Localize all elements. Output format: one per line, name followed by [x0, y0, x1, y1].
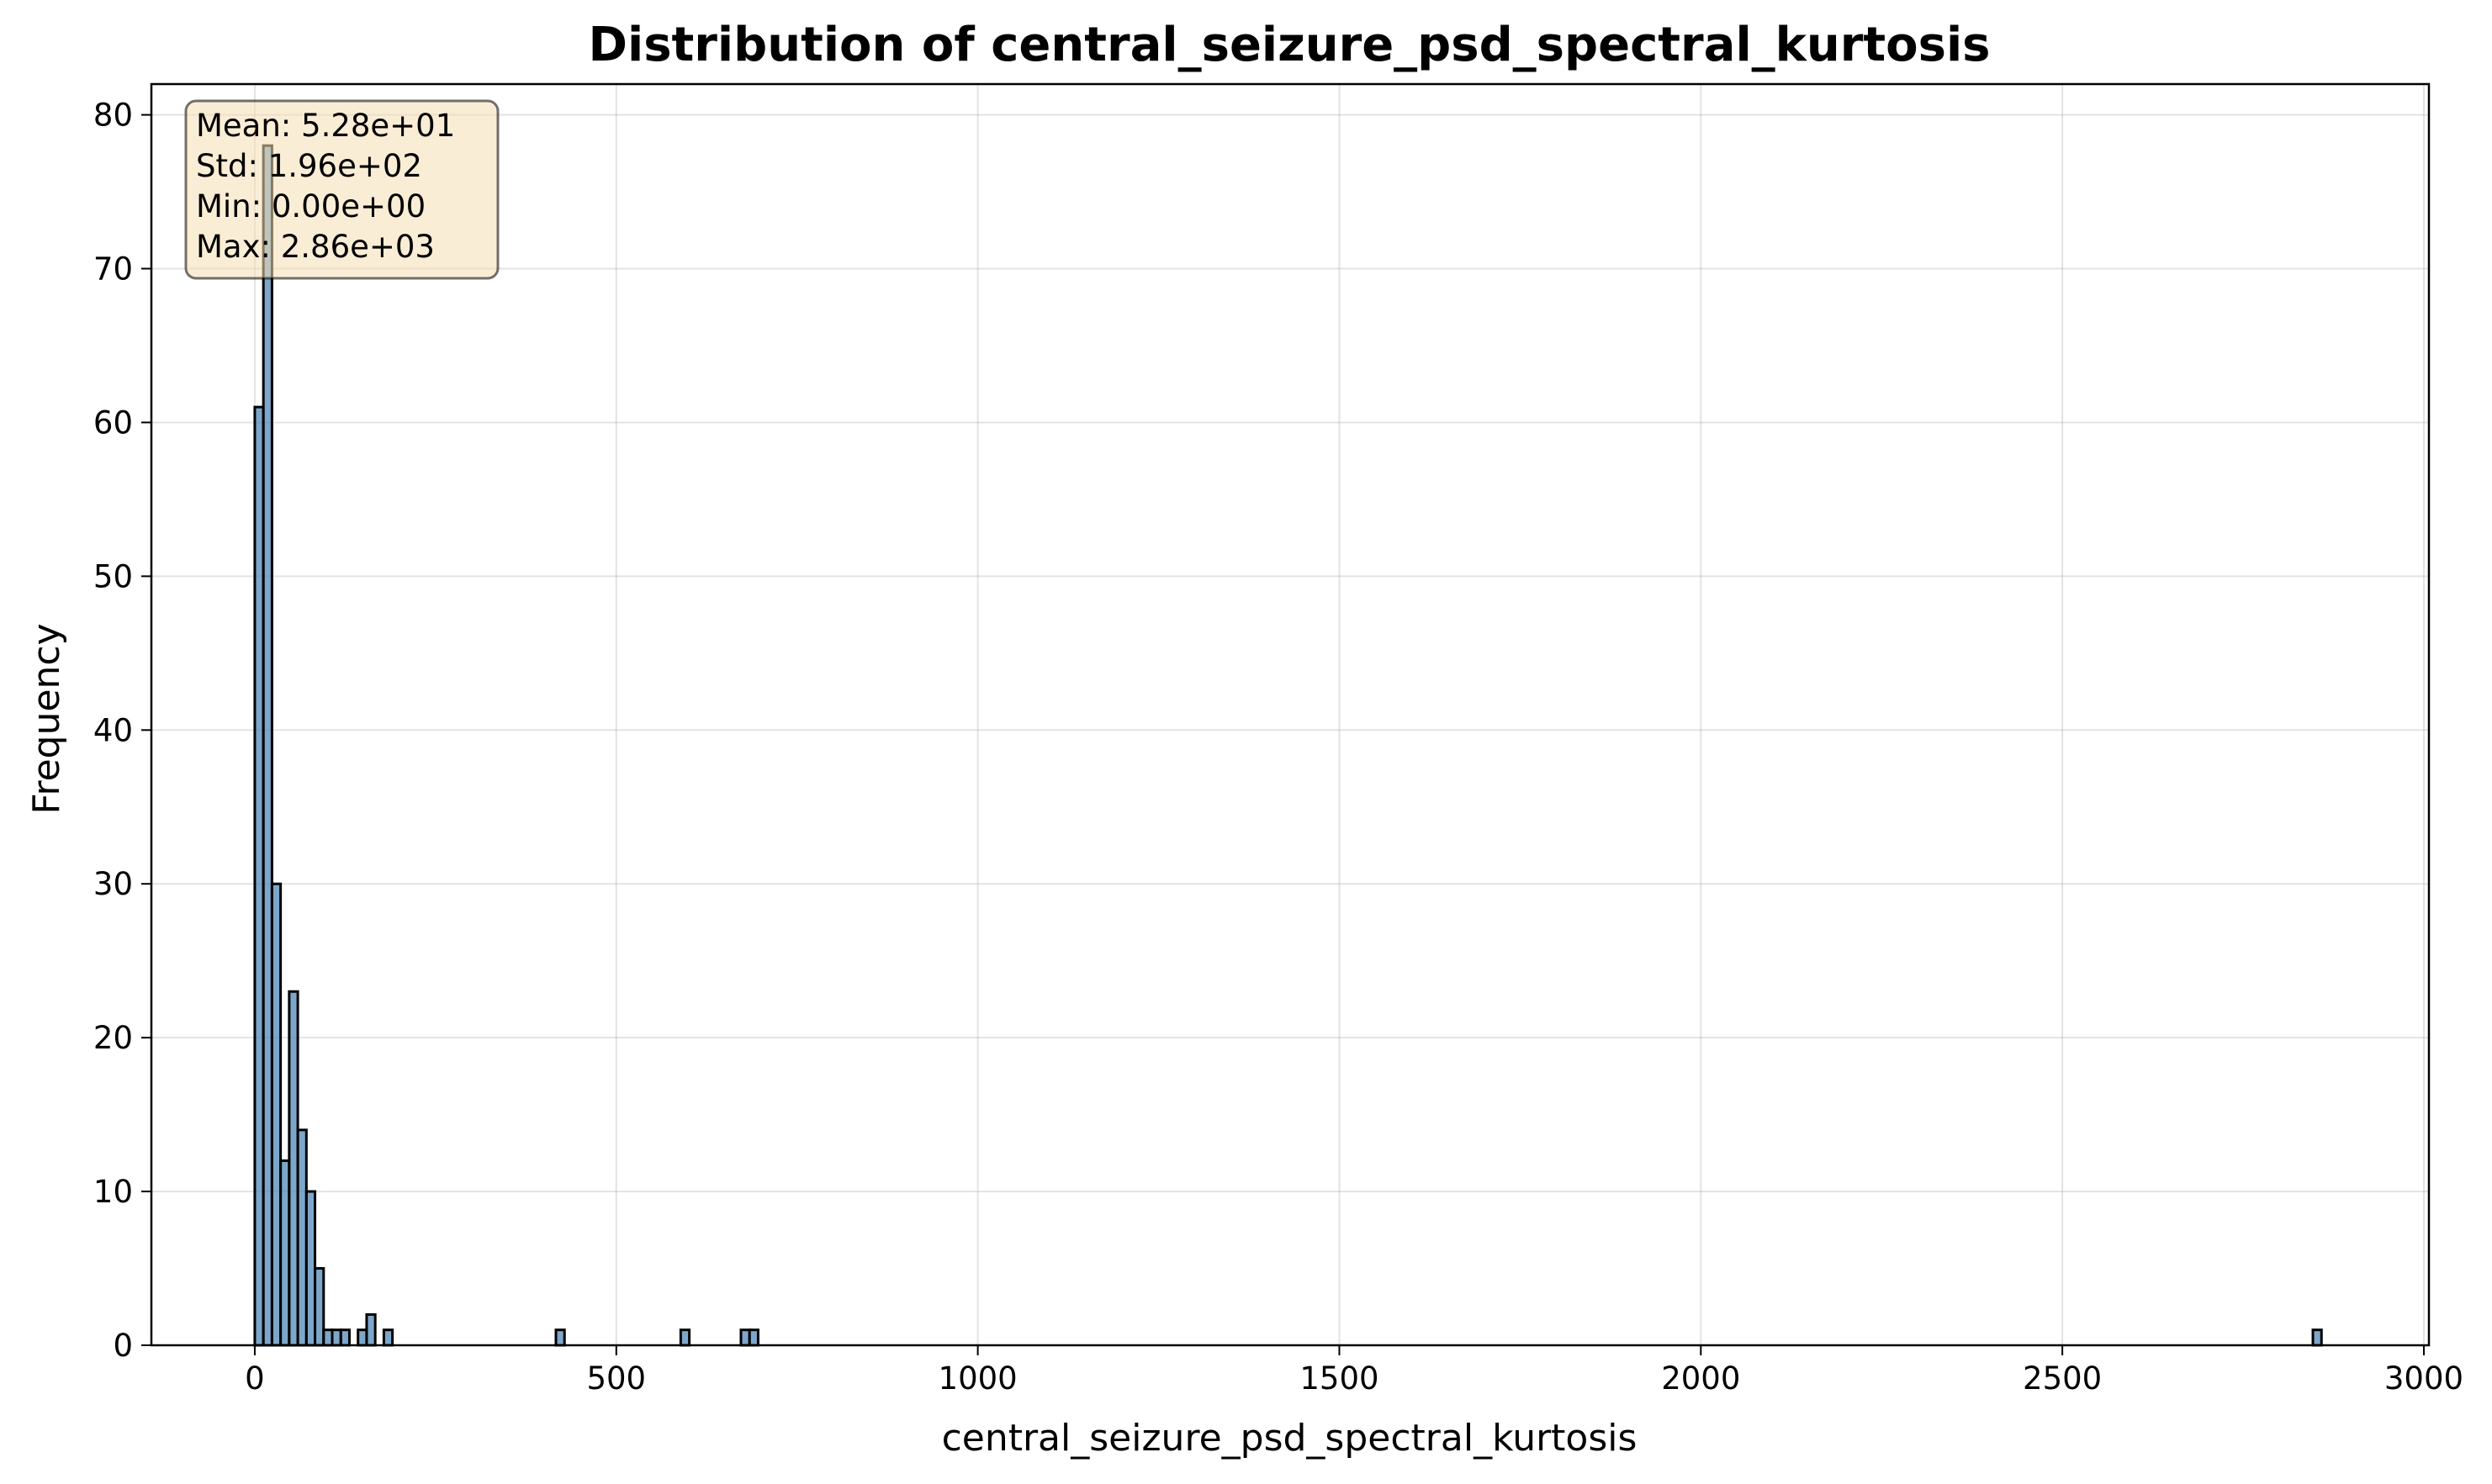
- histogram-bar: [270, 882, 283, 1347]
- histogram-bar: [253, 405, 265, 1347]
- stats-max: Max: 2.86e+03: [196, 229, 435, 265]
- histogram-bar: [339, 1328, 351, 1347]
- chart-title: Distribution of central_seizure_psd_spec…: [589, 18, 1991, 72]
- histogram-bar: [304, 1190, 317, 1347]
- y-tick-label: 60: [93, 404, 133, 441]
- y-tick-label: 20: [93, 1020, 133, 1056]
- histogram-bar: [357, 1328, 368, 1347]
- x-tick-label: 0: [245, 1360, 265, 1397]
- histogram-bar: [739, 1328, 751, 1347]
- x-tick-label: 2000: [1661, 1360, 1740, 1397]
- stats-box: Mean: 5.28e+01 Std: 1.96e+02 Min: 0.00e+…: [184, 99, 500, 280]
- stats-std: Std: 1.96e+02: [196, 148, 422, 184]
- stats-mean: Mean: 5.28e+01: [196, 108, 455, 144]
- y-tick-label: 0: [113, 1328, 133, 1364]
- x-tick-label: 3000: [2384, 1360, 2463, 1397]
- y-tick-label: 50: [93, 558, 133, 594]
- y-axis-label: Frequency: [25, 623, 68, 814]
- x-tick-label: 2500: [2023, 1360, 2102, 1397]
- y-tick-label: 10: [93, 1174, 133, 1210]
- y-axis-ticks: 0 10 20 30 40 50 60 70 80: [93, 98, 151, 1364]
- histogram-bar: [748, 1328, 759, 1347]
- plot-frame: [150, 82, 2431, 1347]
- histogram-bar: [2311, 1328, 2323, 1347]
- x-axis-label: central_seizure_psd_spectral_kurtosis: [942, 1417, 1638, 1460]
- y-tick-label: 80: [93, 98, 133, 134]
- x-axis-ticks: 0 500 1000 1500 2000 2500 3000: [245, 1345, 2463, 1397]
- y-tick-label: 30: [93, 866, 133, 902]
- y-tick-label: 40: [93, 712, 133, 748]
- y-tick-label: 70: [93, 251, 133, 288]
- histogram-bar: [365, 1312, 377, 1347]
- histogram-bar: [322, 1328, 334, 1347]
- histogram-bar: [262, 144, 273, 1347]
- histogram-bar: [382, 1328, 394, 1347]
- x-tick-label: 1500: [1299, 1360, 1378, 1397]
- histogram-bar: [331, 1328, 342, 1347]
- histogram-bar: [679, 1328, 691, 1347]
- histogram-bar: [314, 1267, 325, 1347]
- histogram-bar: [554, 1328, 566, 1347]
- histogram-bar: [296, 1128, 308, 1347]
- stats-min: Min: 0.00e+00: [196, 188, 426, 224]
- stats-box-background: [184, 99, 500, 280]
- histogram-bar: [279, 1159, 291, 1347]
- x-tick-label: 1000: [939, 1360, 1018, 1397]
- histogram-bar: [288, 990, 299, 1347]
- x-tick-label: 500: [586, 1360, 646, 1397]
